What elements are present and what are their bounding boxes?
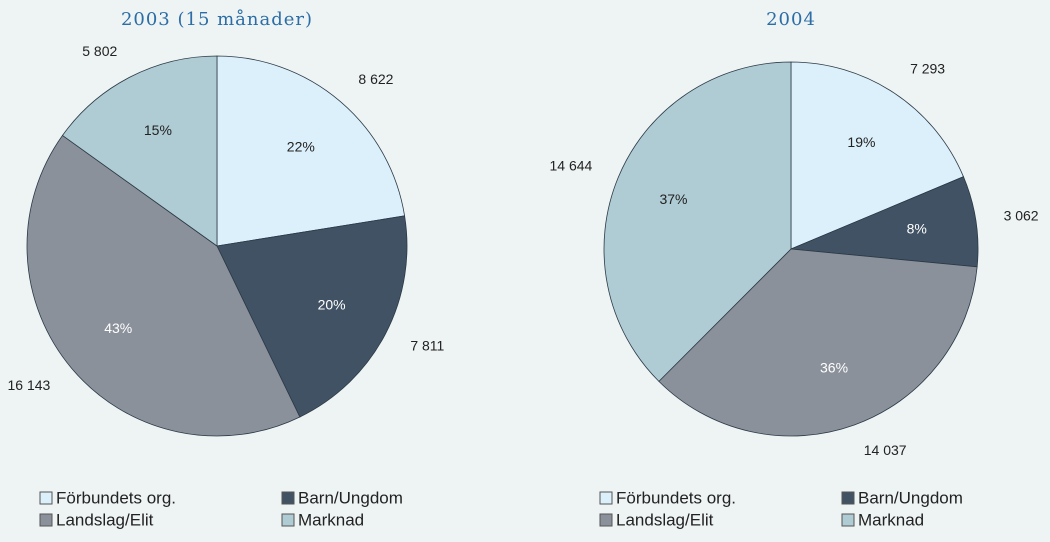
value-label: 14 037 bbox=[864, 442, 907, 458]
percent-label: 15% bbox=[144, 122, 172, 138]
pie-slice bbox=[26, 134, 301, 437]
legend-label: Förbundets org. bbox=[616, 488, 736, 507]
value-label: 8 622 bbox=[358, 71, 393, 87]
value-label: 14 644 bbox=[550, 158, 593, 174]
chart-title: 2003 (15 månader) bbox=[121, 8, 313, 30]
pie-slice bbox=[790, 61, 964, 250]
legend-label: Landslag/Elit bbox=[56, 510, 154, 529]
value-label: 16 143 bbox=[8, 377, 51, 393]
legend-swatch bbox=[39, 491, 53, 505]
value-label: 7 811 bbox=[410, 337, 444, 353]
legend-swatch bbox=[599, 491, 613, 505]
legend-swatch bbox=[841, 513, 855, 527]
pie-slice bbox=[603, 61, 792, 382]
legend-swatch bbox=[281, 513, 295, 527]
legend-label: Marknad bbox=[298, 510, 364, 529]
value-label: 3 062 bbox=[1004, 207, 1039, 223]
percent-label: 8% bbox=[907, 221, 927, 237]
legend-swatch bbox=[841, 491, 855, 505]
pie-slice bbox=[216, 215, 408, 418]
legend-label: Barn/Ungdom bbox=[298, 488, 403, 507]
percent-label: 37% bbox=[659, 191, 687, 207]
legend-label: Förbundets org. bbox=[56, 488, 176, 507]
value-label: 5 802 bbox=[82, 43, 117, 59]
value-label: 7 293 bbox=[910, 61, 945, 77]
pie-slice bbox=[61, 55, 218, 247]
legend-label: Barn/Ungdom bbox=[858, 488, 963, 507]
pie-slice bbox=[216, 55, 406, 247]
percent-label: 20% bbox=[318, 296, 346, 312]
legend-swatch bbox=[39, 513, 53, 527]
percent-label: 43% bbox=[104, 320, 132, 336]
percent-label: 36% bbox=[820, 359, 848, 375]
legend-label: Marknad bbox=[858, 510, 924, 529]
legend-label: Landslag/Elit bbox=[616, 510, 714, 529]
pie-slice bbox=[658, 248, 978, 437]
percent-label: 22% bbox=[287, 138, 315, 154]
chart-title: 2004 bbox=[766, 9, 816, 30]
pie-slice bbox=[790, 176, 979, 268]
legend-swatch bbox=[281, 491, 295, 505]
percent-label: 19% bbox=[847, 134, 875, 150]
legend-swatch bbox=[599, 513, 613, 527]
